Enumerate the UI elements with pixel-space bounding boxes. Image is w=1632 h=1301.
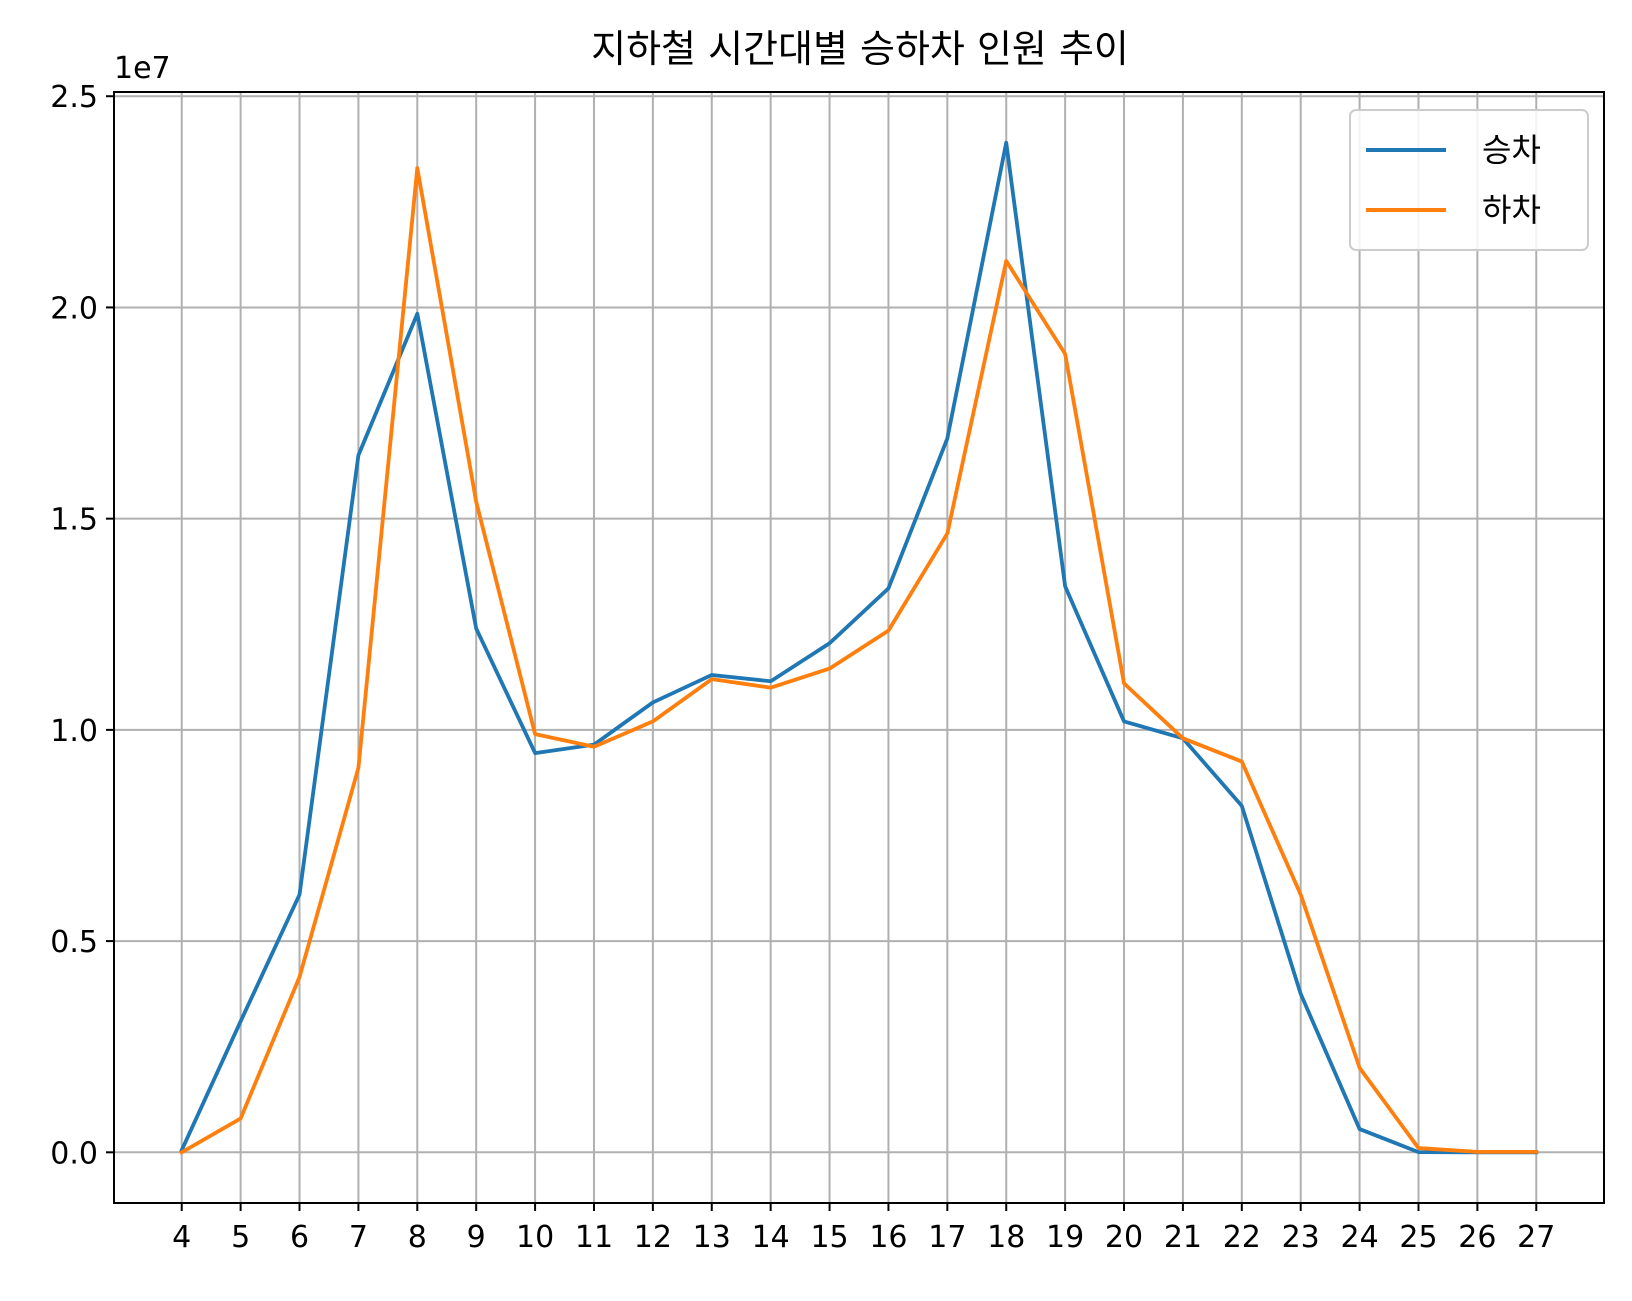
y-tick-label: 2.0: [50, 291, 98, 326]
x-tick-label: 27: [1517, 1220, 1555, 1255]
x-tick-label: 11: [575, 1220, 613, 1255]
plot-frame: [113, 91, 1605, 1204]
x-tick-label: 4: [172, 1220, 191, 1255]
x-tick-label: 16: [869, 1220, 907, 1255]
y-tick-label: 1.5: [50, 503, 98, 538]
x-tick-label: 14: [752, 1220, 790, 1255]
y-tick-label: 0.0: [50, 1136, 98, 1171]
series-line-1: [179, 140, 1539, 1155]
legend-label: 하차: [1482, 191, 1541, 229]
x-tick-label: 18: [987, 1220, 1025, 1255]
x-tick-label: 26: [1458, 1220, 1496, 1255]
x-tick-label: 24: [1340, 1220, 1378, 1255]
axes: 4 5 6 7 8 9 10 11 12 13 14 15 16 17 18 19 20 21 22 23 24 25 26…: [50, 80, 1605, 1255]
x-tick-label: 20: [1105, 1220, 1143, 1255]
legend-box: [1349, 109, 1589, 251]
x-tick-label: 9: [467, 1220, 486, 1255]
y-tick-label: 2.5: [50, 80, 98, 115]
series-line-2: [179, 166, 1539, 1155]
x-tick-label: 6: [290, 1220, 309, 1255]
y-tick-label: 0.5: [50, 925, 98, 960]
legend-label: 승차: [1482, 131, 1541, 169]
x-tick-label: 8: [408, 1220, 427, 1255]
x-tick-label: 19: [1046, 1220, 1084, 1255]
x-tick-label: 25: [1399, 1220, 1437, 1255]
x-tick-label: 12: [634, 1220, 672, 1255]
series-lines: [179, 140, 1539, 1155]
x-tick-label: 17: [928, 1220, 966, 1255]
x-tick-label: 22: [1223, 1220, 1261, 1255]
x-tick-label: 5: [231, 1220, 250, 1255]
x-tick-label: 10: [516, 1220, 554, 1255]
y-offset-label: 1e7: [114, 51, 171, 86]
x-tick-label: 23: [1282, 1220, 1320, 1255]
x-tick-label: 7: [349, 1220, 368, 1255]
x-tick-label: 15: [810, 1220, 848, 1255]
grid: [114, 92, 1604, 1203]
chart-title: 지하철 시간대별 승하차 인원 추이: [591, 27, 1129, 71]
y-tick-label: 1.0: [50, 714, 98, 749]
x-tick-label: 13: [693, 1220, 731, 1255]
x-tick-label: 21: [1164, 1220, 1202, 1255]
